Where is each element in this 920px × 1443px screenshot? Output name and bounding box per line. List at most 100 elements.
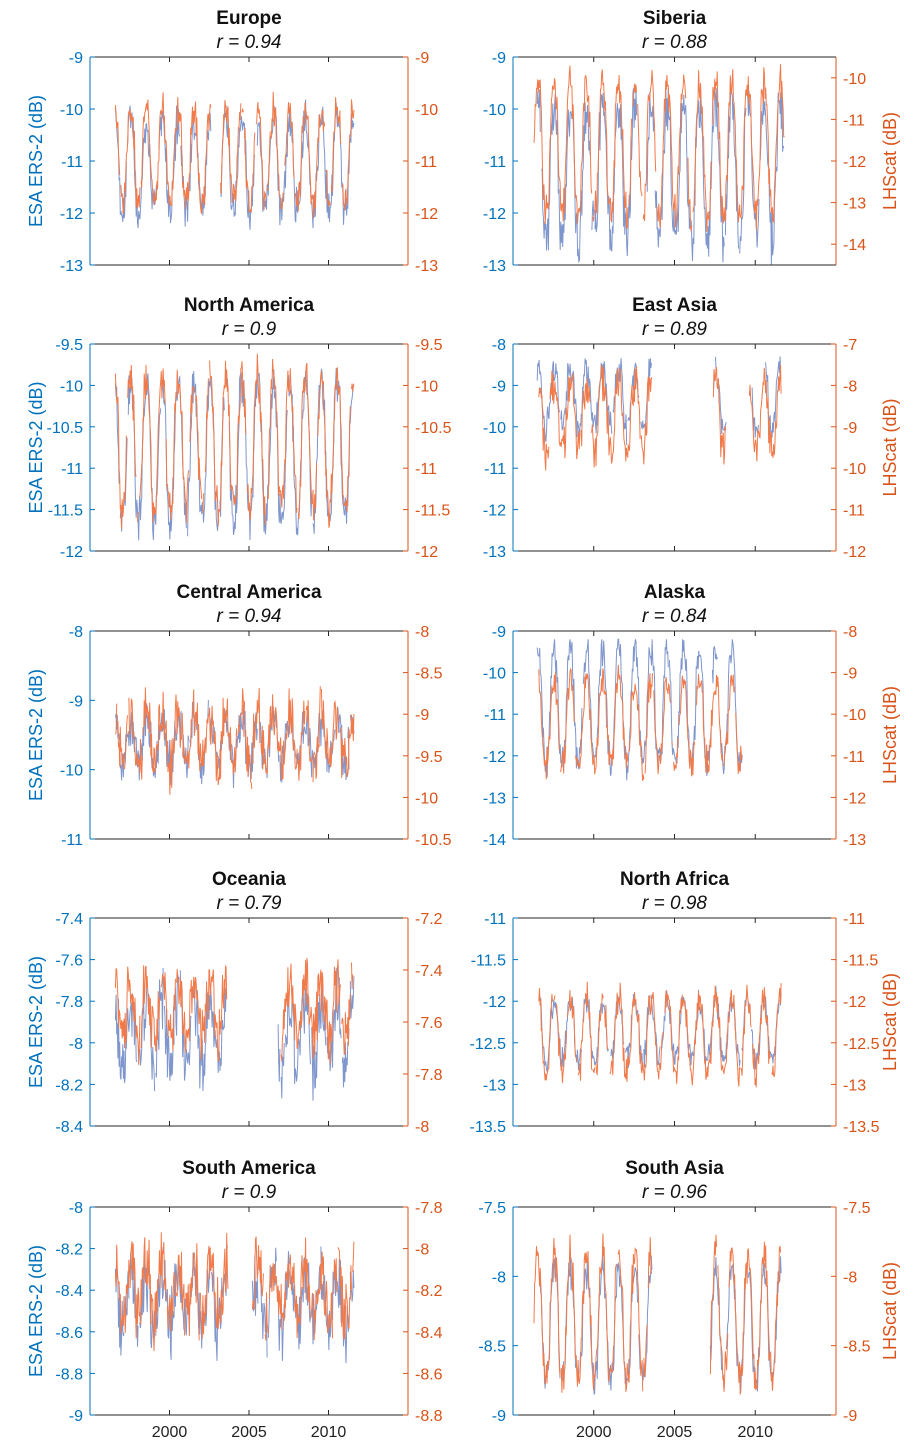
correlation-label: r = 0.94 [217,606,282,627]
tick-label-left: -8.2 [55,1242,83,1259]
tick-label-right: -11 [843,503,865,520]
subplot-title: Siberia [643,8,707,29]
tick-label-left: -10 [60,102,83,119]
series-line-lhscat [538,664,743,782]
tick-label-left: -11 [61,154,83,171]
plot-area [513,344,836,551]
correlation-label: r = 0.94 [217,32,282,53]
tick-label-left: -10 [60,763,83,780]
tick-label-left: -8 [69,1036,83,1053]
y-axis-label-right: LHScat (dB) [880,398,900,496]
correlation-label: r = 0.88 [642,32,707,53]
tick-label-left: -8.4 [55,1283,83,1300]
tick-label-right: -13 [415,258,438,275]
tick-label-left: -11 [61,461,83,478]
subplot-central-america: Central America r = 0.94 -8 -9 -10 -11 -8 -8.5 -… [26,582,452,849]
series-line-lhscat [533,64,785,233]
correlation-label: r = 0.84 [642,606,707,627]
tick-label-left: -10 [483,102,506,119]
subplot-title: Oceania [212,869,286,890]
subplot-south-asia: South Asia r = 0.96 -7.5 -8 -8.5 -9 -7.5 -8 -8.5… [478,1158,900,1441]
tick-label-right: -10 [415,790,438,807]
tick-label-left: -13 [483,544,506,561]
subplot-title: Europe [216,8,281,29]
tick-label-x: 2010 [311,1424,347,1441]
tick-label-left: -13 [60,258,83,275]
subplot-alaska: Alaska r = 0.84 -9 -10 -11 -12 -13 -14 -8 -9 -10 -1… [483,582,900,849]
y-axis-label-right: LHScat (dB) [880,112,900,210]
tick-label-right: -7 [843,337,857,354]
series-line-lhscat [538,981,782,1088]
subplot-title: Central America [176,582,321,603]
tick-label-left: -12 [483,749,506,766]
tick-label-right: -7.8 [415,1067,443,1084]
tick-label-right: -8.2 [415,1283,443,1300]
subplot-europe: Europe r = 0.94 -9 -10 -11 -12 -13 -9 -10 -11 -12 -… [26,8,438,275]
tick-label-right: -8.5 [415,666,443,683]
tick-label-left: -9 [492,624,506,641]
tick-label-right: -11.5 [843,953,878,970]
tick-label-left: -9.5 [55,337,83,354]
tick-label-right: -12 [843,790,866,807]
tick-label-left: -9 [492,1408,506,1425]
tick-label-right: -13.5 [843,1119,880,1136]
correlation-label: r = 0.96 [642,1182,707,1203]
correlation-label: r = 0.89 [642,319,707,340]
tick-label-right: -12 [843,544,866,561]
tick-label-right: -11 [843,112,865,129]
tick-label-right: -8.6 [415,1366,443,1383]
tick-label-left: -8 [492,337,506,354]
y-axis-label-left: ESA ERS-2 (dB) [26,669,46,801]
tick-label-left: -13 [483,790,506,807]
tick-label-left: -11 [484,461,506,478]
tick-label-right: -8 [843,1269,857,1286]
correlation-label: r = 0.98 [642,893,707,914]
tick-label-right: -7.6 [415,1015,443,1032]
subplot-title: South Asia [625,1158,724,1179]
subplot-title: North America [184,295,315,316]
tick-label-right: -10.5 [415,420,452,437]
tick-label-right: -10.5 [415,832,452,849]
tick-label-right: -13 [843,196,866,213]
tick-label-left: -11 [61,832,83,849]
series-line-lhscat [533,1233,782,1395]
tick-label-right: -12 [415,206,438,223]
tick-label-right: -8 [843,378,857,395]
tick-label-right: -11 [843,911,865,928]
tick-label-right: -11.5 [415,503,450,520]
tick-label-left: -11 [484,707,506,724]
plot-area [513,631,836,839]
y-axis-label-right: LHScat (dB) [880,1262,900,1360]
tick-label-right: -9 [843,420,857,437]
subplot-title: East Asia [632,295,717,316]
tick-label-left: -9 [69,50,83,67]
tick-label-left: -8.6 [55,1325,83,1342]
tick-label-right: -9 [843,666,857,683]
correlation-label: r = 0.9 [222,319,277,340]
plot-area [90,631,408,839]
tick-label-right: -9 [415,707,429,724]
tick-label-right: -10 [415,102,438,119]
tick-label-x: 2000 [576,1424,612,1441]
tick-label-left: -11.5 [471,953,506,970]
tick-label-left: -9 [69,1408,83,1425]
subplot-south-america: South America r = 0.9 -8 -8.2 -8.4 -8.6 -8.8 -9… [26,1158,443,1441]
tick-label-left: -10 [483,666,506,683]
tick-label-right: -12 [843,154,866,171]
tick-label-right: -10 [415,378,438,395]
tick-label-right: -12.5 [843,1036,880,1053]
subplot-north-america: North America r = 0.9 -9.5 -10 -10.5 -11 -11.5… [26,295,452,561]
tick-label-left: -7.6 [55,953,83,970]
tick-label-left: -8.5 [478,1339,506,1356]
tick-label-right: -9.5 [415,749,443,766]
tick-label-right: -8.5 [843,1339,871,1356]
tick-label-left: -13 [483,258,506,275]
y-axis-label-left: ESA ERS-2 (dB) [26,956,46,1088]
tick-label-left: -9 [69,693,83,710]
series-line-lhscat [538,364,782,471]
tick-label-left: -8.2 [55,1077,83,1094]
subplot-title: South America [182,1158,316,1179]
tick-label-left: -12 [483,994,506,1011]
plot-area [90,918,408,1126]
